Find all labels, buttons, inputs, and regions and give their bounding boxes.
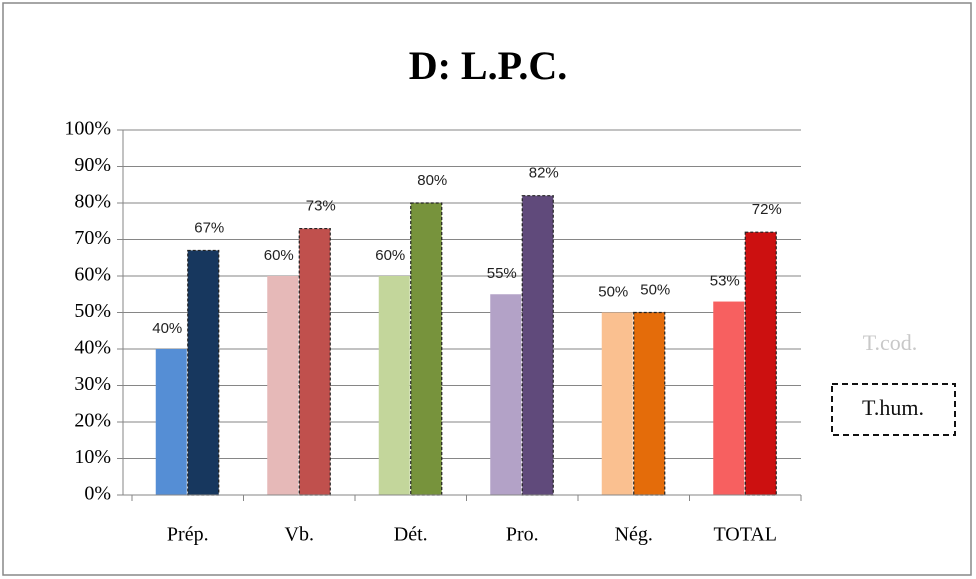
y-tick-label: 70% xyxy=(74,227,111,249)
x-tick-label: Dét. xyxy=(394,524,428,546)
value-label: 60% xyxy=(264,247,294,264)
y-tick-label: 90% xyxy=(74,154,111,176)
x-tick-label: Pro. xyxy=(506,524,539,546)
value-label: 82% xyxy=(529,165,559,182)
bar xyxy=(410,202,443,496)
value-label: 50% xyxy=(640,281,670,298)
x-tick-label: Prép. xyxy=(167,524,209,546)
legend-label: T.cod. xyxy=(863,330,918,355)
value-label: 72% xyxy=(752,201,782,218)
chart-title: D: L.P.C. xyxy=(409,43,568,88)
y-tick-label: 10% xyxy=(74,446,111,468)
y-tick-label: 0% xyxy=(84,483,111,505)
bar xyxy=(521,195,554,496)
bar xyxy=(713,301,745,495)
value-label: 73% xyxy=(306,198,336,215)
legend-label: T.hum. xyxy=(862,395,924,420)
legend-box xyxy=(831,383,956,436)
y-tick-label: 100% xyxy=(64,118,111,140)
value-label: 55% xyxy=(487,265,517,282)
bar xyxy=(633,311,666,496)
bar xyxy=(601,312,633,495)
y-tick-label: 30% xyxy=(74,373,111,395)
bar xyxy=(378,276,410,495)
bar xyxy=(744,231,777,496)
x-tick-label: TOTAL xyxy=(713,524,777,546)
y-tick-label: 40% xyxy=(74,337,111,359)
value-label: 80% xyxy=(417,172,447,189)
x-tick-label: Vb. xyxy=(285,524,314,546)
y-tick-label: 50% xyxy=(74,300,111,322)
y-tick-label: 80% xyxy=(74,191,111,213)
value-label: 40% xyxy=(152,320,182,337)
bar xyxy=(298,227,331,496)
y-tick-label: 20% xyxy=(74,410,111,432)
x-tick-label: Nég. xyxy=(615,524,653,546)
bar xyxy=(187,249,220,496)
value-label: 60% xyxy=(375,247,405,264)
value-label: 67% xyxy=(194,219,224,236)
bar xyxy=(267,276,299,495)
bar xyxy=(155,349,187,495)
bar xyxy=(490,294,522,495)
value-label: 53% xyxy=(710,273,740,290)
value-label: 50% xyxy=(598,283,628,300)
y-tick-label: 60% xyxy=(74,264,111,286)
